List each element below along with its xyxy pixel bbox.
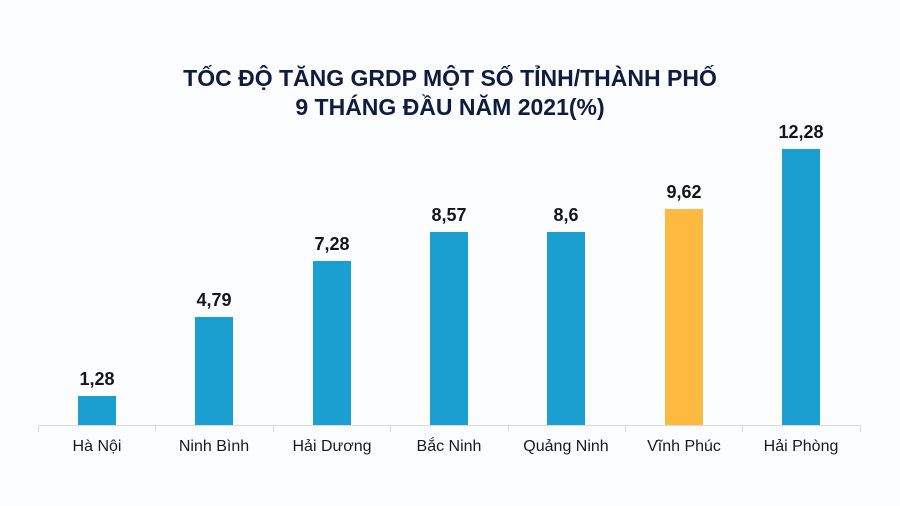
- category-label: Hải Dương: [292, 438, 372, 455]
- bar: [195, 317, 233, 425]
- x-axis-tick: [742, 425, 743, 432]
- bar-value-label: 7,28: [314, 234, 350, 254]
- x-axis-tick: [625, 425, 626, 432]
- category-label: Quảng Ninh: [523, 438, 609, 455]
- x-axis-tick: [155, 425, 156, 432]
- bar: [313, 261, 351, 425]
- bar-value-label: 1,28: [79, 369, 115, 389]
- category-label: Bắc Ninh: [416, 438, 482, 455]
- x-axis-tick: [273, 425, 274, 432]
- chart-title-line2: 9 THÁNG ĐẦU NĂM 2021(%): [295, 94, 605, 120]
- category-label: Vĩnh Phúc: [647, 438, 721, 455]
- category-label: Hà Nội: [72, 438, 122, 455]
- bar-value-label: 8,6: [553, 205, 579, 225]
- bar: [547, 232, 585, 425]
- category-label: Hải Phòng: [763, 438, 839, 455]
- x-axis-tick: [390, 425, 391, 432]
- x-axis-tick: [508, 425, 509, 432]
- x-axis-tick: [860, 425, 861, 432]
- bar: [78, 396, 116, 425]
- x-axis-line: [38, 425, 860, 426]
- bar-value-label: 8,57: [431, 205, 467, 225]
- x-axis-tick: [38, 425, 39, 432]
- bar-value-label: 12,28: [778, 122, 824, 142]
- bar: [782, 149, 820, 425]
- bar-value-label: 9,62: [666, 182, 702, 202]
- category-label: Ninh Bình: [178, 438, 250, 455]
- bar-value-label: 4,79: [196, 290, 232, 310]
- bar: [430, 232, 468, 425]
- bar: [665, 209, 703, 425]
- chart-title-line1: TỐC ĐỘ TĂNG GRDP MỘT SỐ TỈNH/THÀNH PHỐ: [183, 65, 717, 91]
